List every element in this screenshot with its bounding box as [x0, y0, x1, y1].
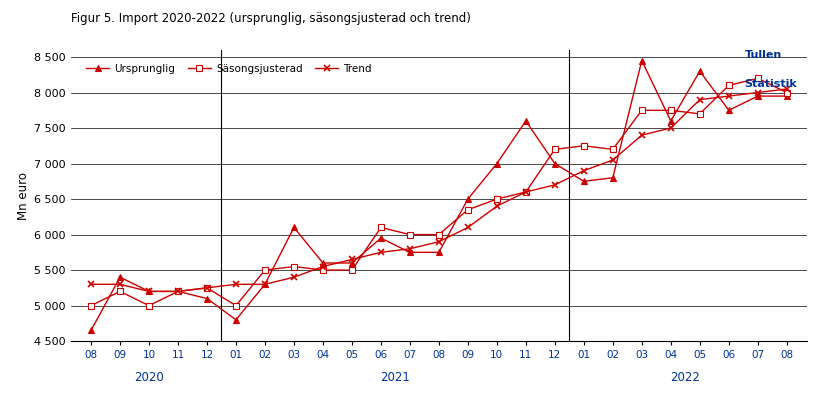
Säsongsjusterad [173, 289, 183, 294]
Trend [289, 275, 299, 280]
Ursprunglig [550, 161, 560, 166]
Ursprunglig [231, 317, 241, 322]
Säsongsjusterad [666, 108, 676, 113]
Trend [405, 246, 415, 251]
Ursprunglig [521, 119, 531, 124]
Trend [463, 225, 473, 230]
Ursprunglig [608, 175, 618, 180]
Säsongsjusterad [260, 267, 270, 272]
Trend [579, 168, 589, 173]
Säsongsjusterad [463, 207, 473, 212]
Ursprunglig [202, 296, 212, 301]
Trend [608, 158, 618, 163]
Trend [260, 282, 270, 287]
Säsongsjusterad [115, 289, 125, 294]
Trend [202, 285, 212, 290]
Ursprunglig [376, 235, 386, 240]
Ursprunglig [753, 94, 763, 99]
Säsongsjusterad [289, 264, 299, 269]
Säsongsjusterad [347, 267, 357, 272]
Ursprunglig [636, 58, 646, 63]
Trend [636, 133, 646, 138]
Ursprunglig [144, 289, 154, 294]
Ursprunglig [405, 250, 415, 255]
Säsongsjusterad [376, 225, 386, 230]
Ursprunglig [492, 161, 502, 166]
Text: 2020: 2020 [134, 371, 164, 384]
Ursprunglig [289, 225, 299, 230]
Ursprunglig [724, 108, 734, 113]
Text: Tullen: Tullen [745, 50, 782, 60]
Säsongsjusterad [695, 111, 705, 116]
Trend [231, 282, 241, 287]
Ursprunglig [782, 94, 792, 99]
Trend [376, 250, 386, 255]
Ursprunglig [318, 260, 328, 265]
Trend [86, 282, 96, 287]
Ursprunglig [260, 282, 270, 287]
Säsongsjusterad [202, 285, 212, 290]
Säsongsjusterad [753, 76, 763, 81]
Line: Säsongsjusterad: Säsongsjusterad [88, 75, 790, 309]
Säsongsjusterad [86, 303, 96, 308]
Säsongsjusterad [434, 232, 444, 237]
Ursprunglig [86, 328, 96, 333]
Trend [347, 257, 357, 262]
Säsongsjusterad [318, 267, 328, 272]
Trend [318, 264, 328, 269]
Trend [695, 97, 705, 102]
Trend [115, 282, 125, 287]
Text: Figur 5. Import 2020-2022 (ursprunglig, säsongsjusterad och trend): Figur 5. Import 2020-2022 (ursprunglig, … [71, 12, 471, 25]
Legend: Ursprunglig, Säsongsjusterad, Trend: Ursprunglig, Säsongsjusterad, Trend [83, 61, 375, 77]
Ursprunglig [695, 69, 705, 74]
Trend [144, 289, 154, 294]
Trend [173, 289, 183, 294]
Ursprunglig [434, 250, 444, 255]
Line: Trend: Trend [87, 86, 790, 295]
Trend [492, 204, 502, 209]
Trend [753, 90, 763, 95]
Säsongsjusterad [231, 303, 241, 308]
Ursprunglig [115, 275, 125, 280]
Text: 2022: 2022 [671, 371, 701, 384]
Säsongsjusterad [782, 90, 792, 95]
Ursprunglig [666, 119, 676, 124]
Trend [550, 182, 560, 187]
Säsongsjusterad [579, 143, 589, 148]
Säsongsjusterad [405, 232, 415, 237]
Text: 2021: 2021 [380, 371, 410, 384]
Säsongsjusterad [724, 83, 734, 88]
Säsongsjusterad [636, 108, 646, 113]
Ursprunglig [173, 289, 183, 294]
Säsongsjusterad [550, 147, 560, 152]
Trend [434, 239, 444, 244]
Ursprunglig [347, 260, 357, 265]
Ursprunglig [579, 179, 589, 184]
Säsongsjusterad [144, 303, 154, 308]
Trend [666, 126, 676, 131]
Trend [724, 94, 734, 99]
Ursprunglig [463, 197, 473, 202]
Säsongsjusterad [521, 189, 531, 194]
Trend [782, 87, 792, 92]
Text: Statistik: Statistik [745, 79, 797, 89]
Line: Ursprunglig: Ursprunglig [88, 57, 790, 334]
Trend [521, 189, 531, 194]
Y-axis label: Mn euro: Mn euro [17, 171, 30, 220]
Säsongsjusterad [608, 147, 618, 152]
Säsongsjusterad [492, 197, 502, 202]
